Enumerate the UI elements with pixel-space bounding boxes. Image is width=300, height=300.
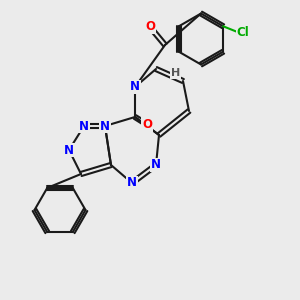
Text: N: N	[127, 176, 137, 190]
Text: N: N	[100, 119, 110, 133]
Text: H: H	[171, 68, 180, 79]
Text: N: N	[64, 143, 74, 157]
Text: N: N	[79, 119, 89, 133]
Text: N: N	[130, 80, 140, 94]
Text: O: O	[142, 118, 152, 131]
Text: O: O	[145, 20, 155, 34]
Text: Cl: Cl	[236, 26, 249, 39]
Text: N: N	[151, 158, 161, 172]
